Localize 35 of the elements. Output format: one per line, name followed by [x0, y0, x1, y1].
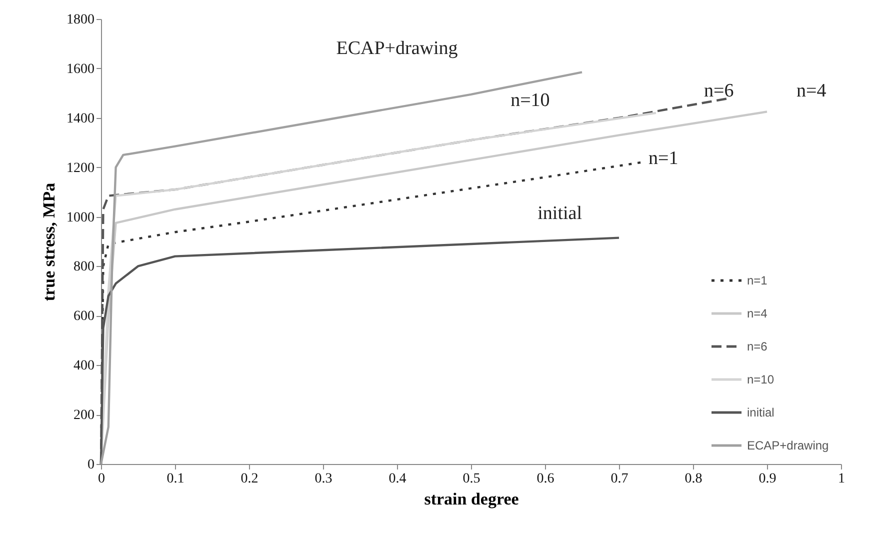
x-tick-label: 0 [98, 472, 105, 486]
y-axis-title: true stress, MPa [40, 182, 58, 302]
y-tick-label: 800 [74, 260, 94, 275]
annotation: n=10 [510, 90, 550, 111]
legend-label: n=6 [747, 340, 768, 354]
y-tick-label: 400 [74, 358, 94, 374]
y-tick-label: 1600 [66, 62, 94, 77]
annotation: n=4 [796, 80, 827, 102]
annotation: n=1 [648, 148, 678, 169]
y-tick-label: 1000 [66, 210, 94, 226]
annotation: ECAP+drawing [336, 38, 458, 59]
x-tick-label: 0.3 [314, 472, 332, 486]
legend-label: n=10 [747, 372, 774, 386]
x-tick-label: 0.6 [536, 472, 554, 486]
y-tick-label: 1800 [66, 12, 94, 28]
y-tick-label: 200 [74, 408, 94, 424]
x-tick-label: 0.7 [610, 472, 628, 486]
x-tick-label: 0.1 [166, 472, 184, 486]
x-axis-title: strain degree [424, 490, 520, 508]
y-tick-label: 600 [74, 309, 94, 324]
legend-label: n=4 [747, 306, 768, 320]
x-tick-label: 0.2 [240, 472, 258, 486]
x-tick-label: 0.4 [388, 472, 406, 486]
annotation: initial [538, 203, 582, 224]
x-tick-label: 0.8 [684, 472, 702, 486]
legend-label: ECAP+drawing [747, 438, 829, 452]
y-tick-label: 1400 [66, 111, 94, 126]
legend-label: initial [747, 406, 774, 420]
legend-label: n=1 [747, 274, 768, 288]
x-tick-label: 1 [838, 472, 845, 486]
annotation: n=6 [704, 80, 734, 102]
x-tick-label: 0.9 [758, 472, 776, 486]
y-tick-label: 1200 [66, 160, 94, 176]
x-tick-label: 0.5 [462, 472, 480, 486]
y-tick-label: 0 [88, 458, 94, 472]
